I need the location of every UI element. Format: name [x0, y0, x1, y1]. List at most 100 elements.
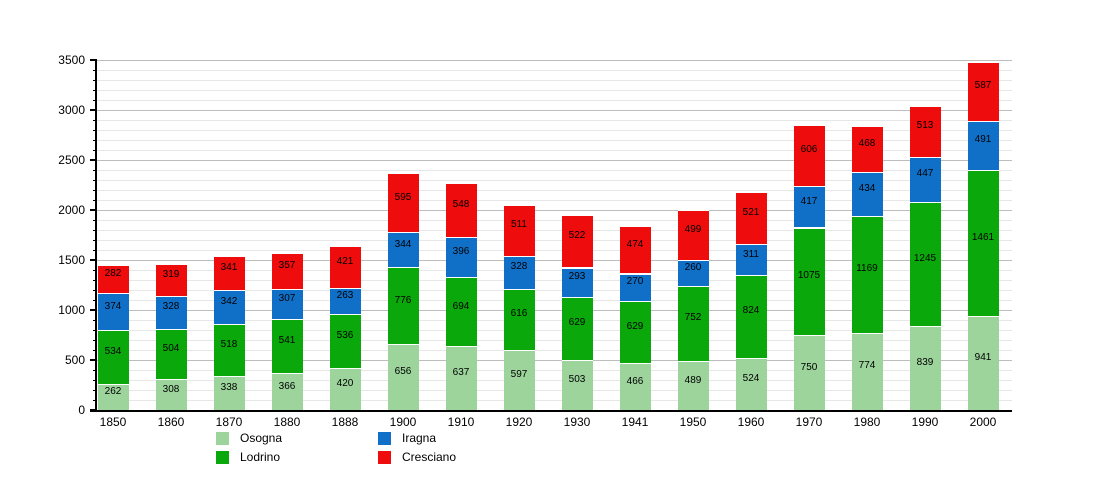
bar-segment-iragna: [271, 288, 303, 320]
y-gridline-minor: [97, 349, 1012, 351]
y-axis-tick-label: 3500: [58, 53, 85, 67]
bar-value-label: 421: [336, 256, 354, 268]
bar-segment-cresciano: [793, 125, 825, 186]
bar-segment-iragna: [97, 293, 129, 331]
bar-segment-lodrino: [155, 328, 187, 380]
legend-swatch-icon: [216, 431, 229, 445]
bar-segment-osogna: [967, 315, 999, 410]
bar-value-label: 637: [452, 367, 470, 379]
bar-value-label: 491: [974, 134, 992, 146]
bar-segment-iragna: [851, 172, 883, 216]
legend-item-iragna: Iragna: [378, 431, 436, 445]
bar-value-label: 341: [220, 262, 238, 274]
bar-value-label: 1461: [971, 231, 995, 243]
bar-segment-lodrino: [445, 276, 477, 347]
y-axis-tick-label: 2000: [58, 203, 85, 217]
legend-label: Lodrino: [240, 449, 281, 464]
bar-segment-lodrino: [97, 330, 129, 384]
bar-value-label: 524: [742, 372, 760, 384]
legend-swatch-icon: [378, 431, 391, 445]
bar-segment-iragna: [445, 237, 477, 277]
bar-value-label: 752: [684, 312, 702, 324]
bar-value-label: 263: [336, 290, 354, 302]
y-gridline-minor: [97, 179, 1012, 181]
x-axis-tick-label: 1990: [911, 415, 939, 429]
bar-segment-iragna: [735, 244, 767, 276]
bar-value-label: 518: [220, 339, 238, 351]
y-gridline-minor: [97, 379, 1012, 381]
bar-value-label: 595: [394, 191, 412, 203]
bar-value-label: 308: [162, 383, 180, 395]
y-gridline-minor: [97, 79, 1012, 81]
x-axis-tick-label: 1960: [737, 415, 765, 429]
bar-segment-iragna: [387, 232, 419, 267]
bar-segment-osogna: [619, 363, 651, 410]
y-gridline-minor: [97, 249, 1012, 251]
bar-value-label: 629: [626, 320, 644, 332]
bar-value-label: 629: [568, 317, 586, 329]
y-gridline-minor: [97, 339, 1012, 341]
bar-segment-lodrino: [677, 285, 709, 362]
bar-segment-lodrino: [271, 319, 303, 374]
bar-value-label: 328: [510, 261, 528, 273]
bar-segment-iragna: [793, 185, 825, 228]
bar-segment-cresciano: [503, 204, 535, 256]
bar-segment-iragna: [213, 290, 245, 325]
bar-value-label: 1245: [913, 252, 937, 264]
bar-value-label: 366: [278, 380, 296, 392]
y-gridline-minor: [97, 269, 1012, 271]
bar-value-label: 499: [684, 223, 702, 235]
y-axis-tick-label: 2500: [58, 153, 85, 167]
bar-segment-lodrino: [561, 296, 593, 360]
bar-value-label: 328: [162, 301, 180, 313]
bar-value-label: 396: [452, 246, 470, 258]
y-gridline-minor: [97, 369, 1012, 371]
bar-segment-iragna: [561, 267, 593, 297]
bar-value-label: 774: [858, 360, 876, 372]
bar-segment-osogna: [213, 376, 245, 410]
y-gridline-major: [97, 209, 1012, 211]
y-gridline-minor: [97, 169, 1012, 171]
x-axis-tick-label: 1970: [795, 415, 823, 429]
bar-segment-osogna: [735, 357, 767, 410]
y-gridline-minor: [97, 99, 1012, 101]
bar-segment-cresciano: [561, 215, 593, 268]
y-axis-tick-label: 3000: [58, 103, 85, 117]
bar-value-label: 522: [568, 230, 586, 242]
y-axis-major-tick: [90, 159, 97, 161]
bar-value-label: 474: [626, 238, 644, 250]
bar-value-label: 776: [394, 294, 412, 306]
x-axis-tick-label: 1860: [157, 415, 185, 429]
bar-value-label: 541: [278, 335, 296, 347]
bar-value-label: 434: [858, 182, 876, 194]
bar-segment-lodrino: [793, 227, 825, 335]
bar-segment-osogna: [155, 379, 187, 410]
x-axis-tick-label: 1888: [331, 415, 359, 429]
y-axis-major-tick: [90, 209, 97, 211]
bar-segment-lodrino: [735, 275, 767, 358]
bar-value-label: 503: [568, 373, 586, 385]
bar-value-label: 511: [511, 219, 527, 231]
bar-segment-osogna: [793, 335, 825, 410]
bar-value-label: 534: [104, 346, 122, 358]
bar-value-label: 260: [684, 261, 702, 273]
x-axis-tick-label: 1930: [563, 415, 591, 429]
bar-segment-cresciano: [851, 125, 883, 173]
y-gridline-minor: [97, 279, 1012, 281]
bar-value-label: 656: [394, 366, 412, 378]
bar-segment-cresciano: [329, 246, 361, 289]
legend-swatch-icon: [216, 450, 229, 464]
y-axis-tick-label: 0: [78, 403, 85, 417]
legend-swatch-icon: [378, 450, 391, 464]
x-axis-tick-label: 1900: [389, 415, 417, 429]
bar-segment-osogna: [97, 383, 129, 410]
bar-value-label: 616: [510, 308, 528, 320]
bar-segment-cresciano: [445, 182, 477, 238]
bar-value-label: 466: [626, 375, 644, 387]
y-gridline-major: [97, 309, 1012, 311]
x-axis-tick-label: 1910: [447, 415, 475, 429]
bar-value-label: 417: [800, 195, 818, 207]
bar-value-label: 513: [916, 120, 934, 132]
bar-value-label: 319: [162, 269, 180, 281]
